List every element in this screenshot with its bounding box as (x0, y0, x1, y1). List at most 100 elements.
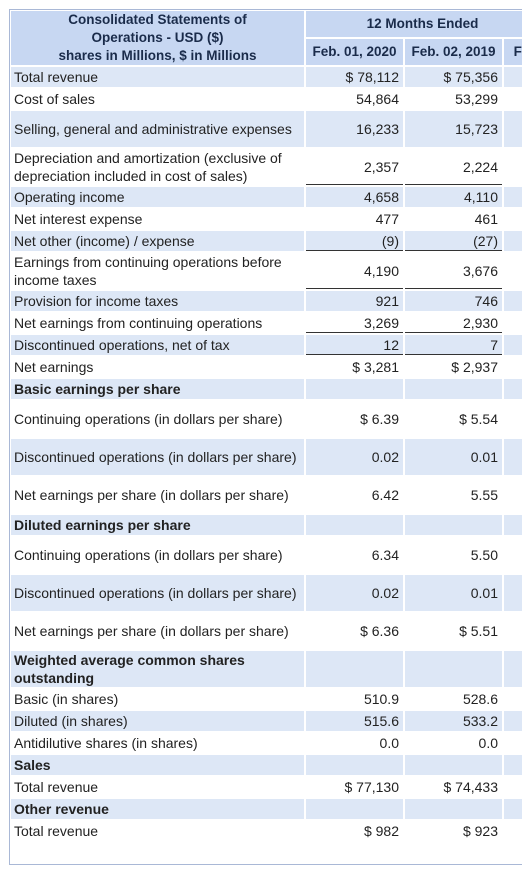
value-2019: 746 (405, 291, 502, 311)
value-2020: 6.42 (306, 477, 403, 513)
value-prior (504, 149, 522, 185)
value-2019: (27) (405, 231, 502, 251)
value-2020: 4,658 (306, 187, 403, 207)
value-prior (504, 515, 522, 535)
row-label: Net earnings (11, 357, 304, 377)
row-label: Earnings from continuing operations befo… (11, 253, 304, 289)
value-prior (504, 231, 522, 251)
row-label: Discontinued operations (in dollars per … (11, 439, 304, 475)
row-label: Net other (income) / expense (11, 231, 304, 251)
value-2019: 528.6 (405, 689, 502, 709)
section-row: Weighted average common shares outstandi… (11, 651, 522, 687)
value-2019: 0.01 (405, 575, 502, 611)
value-2020: 54,864 (306, 89, 403, 109)
value-prior (504, 89, 522, 109)
value-2019: 5.50 (405, 537, 502, 573)
table-row: Antidilutive shares (in shares) 0.0 0.0 (11, 733, 522, 753)
value-prior (504, 613, 522, 649)
table-row: Net earnings per share (in dollars per s… (11, 477, 522, 513)
financial-statement: Consolidated Statements of Operations - … (9, 9, 522, 866)
value-2020 (306, 379, 403, 399)
row-label: Depreciation and amortization (exclusive… (11, 149, 304, 185)
table-row: Selling, general and administrative expe… (11, 111, 522, 147)
table-row: Total revenue $ 78,112 $ 75,356 (11, 67, 522, 87)
row-label: Continuing operations (in dollars per sh… (11, 401, 304, 437)
value-2019: 5.55 (405, 477, 502, 513)
row-label: Total revenue (11, 67, 304, 87)
value-2020: 0.02 (306, 439, 403, 475)
value-2019: 2,930 (405, 313, 502, 333)
row-label: Net earnings from continuing operations (11, 313, 304, 333)
table-row: Discontinued operations (in dollars per … (11, 575, 522, 611)
table-row: Continuing operations (in dollars per sh… (11, 401, 522, 437)
value-2019: 0.0 (405, 733, 502, 753)
value-2019: 3,676 (405, 253, 502, 289)
row-label: Diluted (in shares) (11, 711, 304, 731)
value-2019: $ 5.54 (405, 401, 502, 437)
row-label: Net interest expense (11, 209, 304, 229)
value-2019: 0.01 (405, 439, 502, 475)
table-row: Basic (in shares) 510.9 528.6 (11, 689, 522, 709)
section-label: Sales (11, 755, 304, 775)
value-2020: $ 3,281 (306, 357, 403, 377)
table-row: Provision for income taxes 921 746 (11, 291, 522, 311)
value-prior (504, 711, 522, 731)
section-label: Other revenue (11, 799, 304, 819)
table-row: Continuing operations (in dollars per sh… (11, 537, 522, 573)
value-2020: 4,190 (306, 253, 403, 289)
value-2019 (405, 379, 502, 399)
value-prior (504, 755, 522, 775)
table-row: Cost of sales 54,864 53,299 (11, 89, 522, 109)
value-prior (504, 313, 522, 333)
section-row: Sales (11, 755, 522, 775)
table-row: Net earnings per share (in dollars per s… (11, 613, 522, 649)
value-2019: 2,224 (405, 149, 502, 185)
date-header-2: Feb. 02, 2019 (405, 39, 502, 65)
table-row: Operating income 4,658 4,110 (11, 187, 522, 207)
row-label: Total revenue (11, 777, 304, 797)
value-2020: 510.9 (306, 689, 403, 709)
value-2020: 477 (306, 209, 403, 229)
value-2019: 461 (405, 209, 502, 229)
value-2020: 0.0 (306, 733, 403, 753)
value-2019: 53,299 (405, 89, 502, 109)
value-2019 (405, 515, 502, 535)
section-label: Basic earnings per share (11, 379, 304, 399)
table-row: Net interest expense 477 461 (11, 209, 522, 229)
value-2019: $ 923 (405, 821, 502, 841)
value-prior (504, 651, 522, 687)
value-2020: 16,233 (306, 111, 403, 147)
value-2020: $ 78,112 (306, 67, 403, 87)
row-label: Total revenue (11, 821, 304, 841)
title-line-3: shares in Millions, $ in Millions (58, 48, 257, 63)
value-2019: 4,110 (405, 187, 502, 207)
row-label: Antidilutive shares (in shares) (11, 733, 304, 753)
table-row: Net earnings $ 3,281 $ 2,937 (11, 357, 522, 377)
row-label: Discontinued operations, net of tax (11, 335, 304, 355)
value-2020: 6.34 (306, 537, 403, 573)
value-2020 (306, 651, 403, 687)
section-row: Diluted earnings per share (11, 515, 522, 535)
table-row: Total revenue $ 982 $ 923 (11, 821, 522, 841)
table-row: Total revenue $ 77,130 $ 74,433 (11, 777, 522, 797)
value-2019: 7 (405, 335, 502, 355)
table-row: Earnings from continuing operations befo… (11, 253, 522, 289)
value-2020: 12 (306, 335, 403, 355)
value-2020: 3,269 (306, 313, 403, 333)
value-2020 (306, 515, 403, 535)
row-label: Cost of sales (11, 89, 304, 109)
value-prior (504, 253, 522, 289)
value-prior (504, 689, 522, 709)
value-prior (504, 291, 522, 311)
section-row: Basic earnings per share (11, 379, 522, 399)
value-2020: $ 77,130 (306, 777, 403, 797)
value-2019: $ 75,356 (405, 67, 502, 87)
value-prior (504, 821, 522, 841)
row-label: Continuing operations (in dollars per sh… (11, 537, 304, 573)
table-row: Net earnings from continuing operations 3… (11, 313, 522, 333)
value-prior (504, 799, 522, 819)
value-prior (504, 209, 522, 229)
value-prior (504, 111, 522, 147)
value-2020 (306, 799, 403, 819)
value-2020: $ 6.36 (306, 613, 403, 649)
